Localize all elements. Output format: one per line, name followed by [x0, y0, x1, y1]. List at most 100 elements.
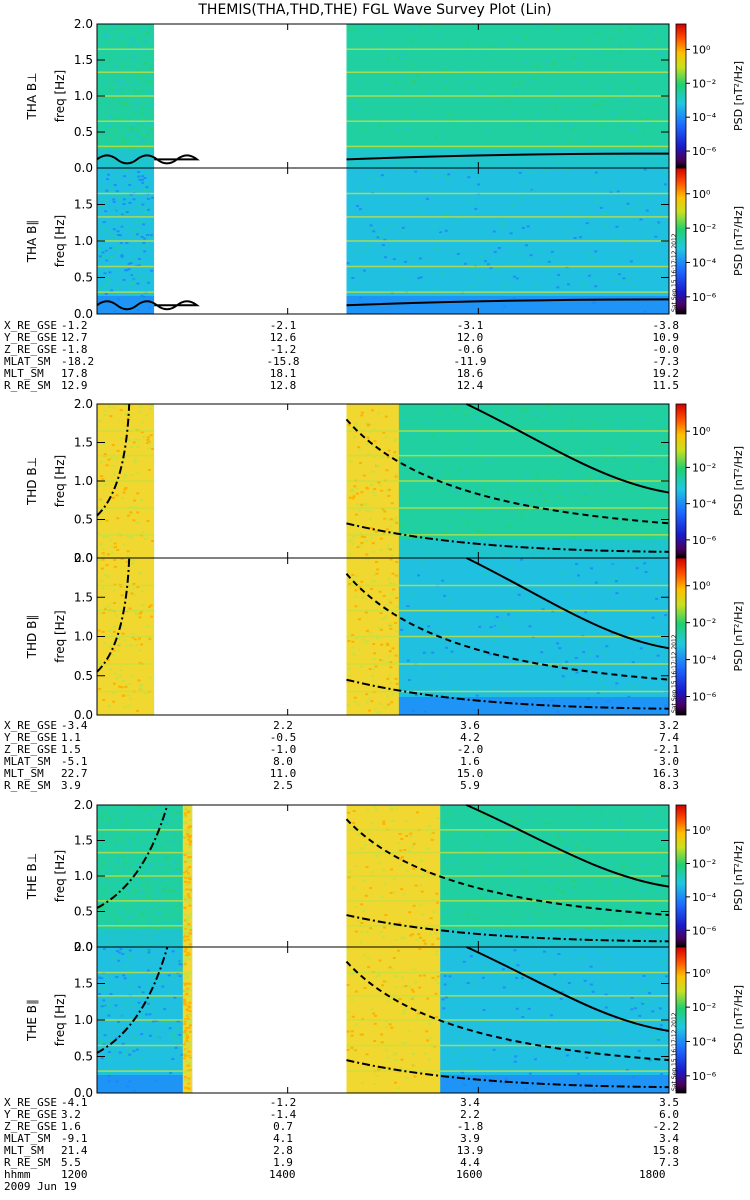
spectrogram-pixel [147, 133, 151, 136]
enhanced-pixel [187, 808, 191, 811]
spectrogram-pixel [618, 99, 622, 102]
enhanced-pixel [404, 985, 408, 988]
enhanced-pixel [187, 1006, 191, 1009]
enhanced-pixel [136, 438, 140, 441]
enhanced-pixel [350, 490, 354, 493]
enhanced-pixel [397, 949, 401, 952]
spectrogram-pixel [98, 992, 102, 995]
enhanced-pixel [357, 618, 361, 621]
enhanced-pixel [372, 1012, 376, 1015]
spectrogram-pixel [630, 210, 634, 213]
spectrogram-pixel [542, 413, 546, 416]
spectrogram-pixel [430, 504, 434, 507]
spectrogram-pixel [137, 805, 141, 808]
spectrogram-pixel [170, 972, 174, 975]
enhanced-pixel [185, 897, 189, 900]
ephemeris-value: 15.8 [652, 1144, 680, 1157]
spectrogram-pixel [110, 55, 114, 58]
enhanced-pixel [121, 632, 125, 635]
spectrogram-pixel [560, 450, 564, 453]
spectrogram-pixel [359, 84, 363, 87]
enhanced-pixel [434, 978, 438, 981]
spectrogram-pixel [626, 202, 630, 205]
enhanced-pixel [378, 711, 382, 714]
spectrogram-pixel [511, 112, 515, 115]
spectrogram-pixel [114, 130, 118, 133]
spectrogram-pixel [100, 977, 104, 980]
spectrogram-pixel [167, 822, 171, 825]
spectrogram-pixel [129, 262, 133, 265]
spectrogram-pixel [601, 901, 605, 904]
colorbar-tick-label: 10⁻⁶ [692, 924, 717, 937]
spectrogram-pixel [148, 131, 152, 134]
spectrogram-pixel [498, 410, 502, 413]
enhanced-pixel [392, 507, 396, 510]
spectrogram-pixel [141, 175, 145, 178]
spectrogram-pixel [445, 996, 449, 999]
spectrogram-pixel [111, 213, 115, 216]
enhanced-pixel [432, 910, 436, 913]
spectrogram-pixel [507, 535, 511, 538]
low-frequency-band [97, 296, 155, 314]
enhanced-pixel [388, 623, 392, 626]
spectrogram-pixel [594, 250, 598, 253]
spectrogram-pixel [140, 41, 144, 44]
enhanced-pixel [120, 594, 124, 597]
enhanced-pixel [395, 597, 399, 600]
enhanced-pixel [378, 484, 382, 487]
spectrogram-pixel [644, 505, 648, 508]
spectrogram-pixel [485, 131, 489, 134]
enhanced-pixel [374, 1014, 378, 1017]
spectrogram-pixel [100, 171, 104, 174]
spectrogram-pixel [119, 237, 123, 240]
spectrogram-pixel [151, 816, 155, 819]
spectrogram-pixel [518, 123, 522, 126]
spectrogram-pixel [470, 198, 474, 201]
ephemeris-value: -5.1 [61, 755, 88, 768]
spectrogram-pixel [132, 102, 136, 105]
enhanced-pixel [429, 1043, 433, 1046]
spectrogram-pixel [178, 886, 182, 889]
colorbar-tick-label: 10⁻² [692, 857, 716, 870]
spectrogram-pixel [148, 862, 152, 865]
spectrogram-pixel [136, 876, 140, 879]
spectrogram-pixel [499, 1002, 503, 1005]
spectrogram-pixel [544, 197, 548, 200]
enhanced-pixel [187, 838, 191, 841]
spectrogram-pixel [549, 258, 553, 261]
spectrogram-pixel [101, 848, 105, 851]
spectrogram-pixel [149, 1039, 153, 1042]
spectrogram-pixel [358, 208, 362, 211]
spectrogram-pixel [108, 33, 112, 36]
enhanced-pixel [110, 546, 114, 549]
spectrogram-pixel [635, 130, 639, 133]
spectrogram-pixel [536, 911, 540, 914]
spectrogram-pixel [473, 231, 477, 234]
spectrogram-pixel [160, 815, 164, 818]
spectrogram-pixel [615, 682, 619, 685]
spectrogram-pixel [594, 171, 598, 174]
spectrogram-pixel [579, 1016, 583, 1019]
enhanced-pixel [149, 404, 153, 407]
y-tick-label: 0.0 [74, 307, 93, 321]
spectrogram-pixel [620, 866, 624, 869]
enhanced-pixel [385, 1026, 389, 1029]
spectrogram-pixel [422, 458, 426, 461]
spectrogram-pixel [422, 618, 426, 621]
spectrogram-pixel [414, 694, 418, 697]
spectrogram-pixel [143, 959, 147, 962]
enhanced-pixel [394, 475, 398, 478]
spectrogram-pixel [151, 1020, 155, 1023]
enhanced-pixel [113, 558, 117, 561]
spectrogram-pixel [131, 84, 135, 87]
enhanced-pixel [189, 913, 193, 916]
enhanced-pixel [408, 911, 412, 914]
spectrogram-pixel [149, 121, 153, 124]
enhanced-pixel [149, 408, 153, 411]
enhanced-pixel [398, 1066, 402, 1069]
spectrogram-pixel [105, 31, 109, 34]
enhanced-pixel [346, 984, 350, 987]
spectrogram-pixel [550, 916, 554, 919]
spectrogram-pixel [524, 244, 528, 247]
spectrogram-pixel [549, 909, 553, 912]
